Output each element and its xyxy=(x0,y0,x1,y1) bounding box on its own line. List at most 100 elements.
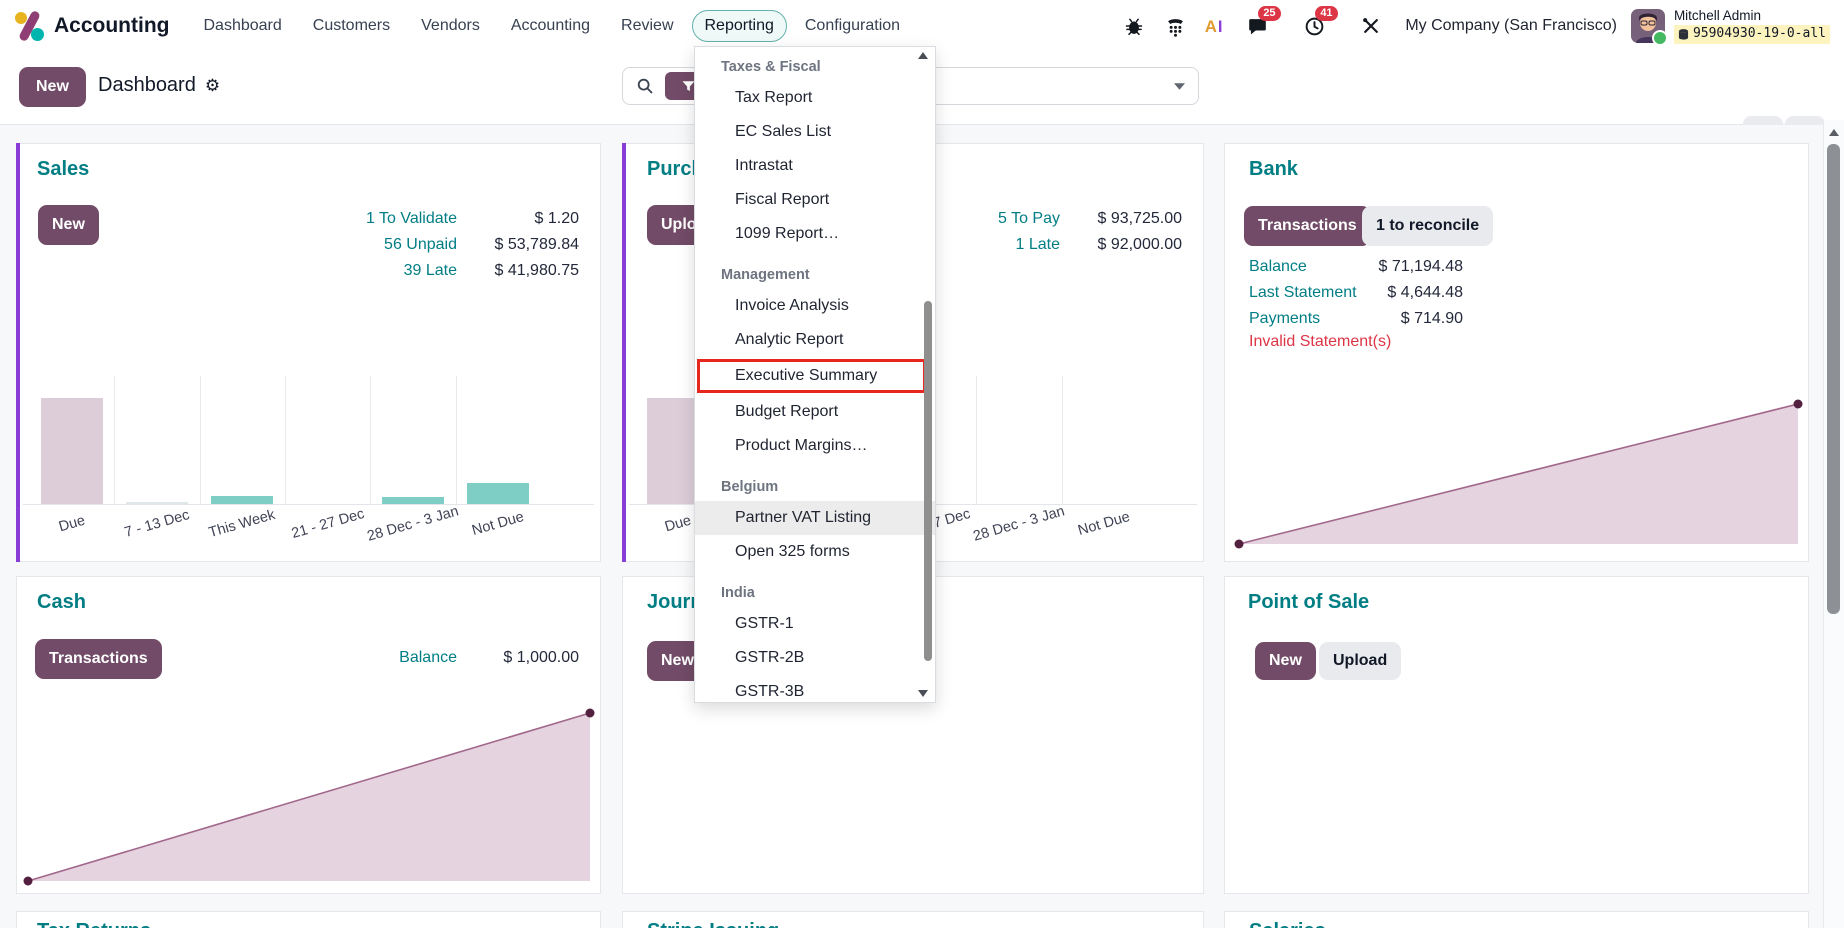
purchase-stats: 5 To Pay $ 93,725.00 1 Late $ 92,000.00 xyxy=(998,208,1182,256)
search-icon xyxy=(636,77,654,95)
activities-badge: 41 xyxy=(1315,6,1338,21)
menu-item-open-325-forms[interactable]: Open 325 forms xyxy=(735,543,850,560)
point-of-sale-card[interactable]: Point of Sale New Upload xyxy=(1224,576,1809,894)
stat-value-balance: $ 1,000.00 xyxy=(503,649,579,666)
sales-card[interactable]: Sales New 1 To Validate $ 1.20 56 Unpaid $ … xyxy=(16,143,601,562)
salaries-card[interactable]: Salaries xyxy=(1224,911,1809,928)
bank-card-title[interactable]: Bank xyxy=(1249,158,1298,180)
view-title: Dashboard xyxy=(98,74,196,96)
stat-value-5-to-pay: $ 93,725.00 xyxy=(1097,210,1182,227)
bank-reconcile-button[interactable]: 1 to reconcile xyxy=(1362,206,1494,246)
scrollbar-up-arrow-icon[interactable] xyxy=(1829,129,1839,136)
menu-item-tax-report[interactable]: Tax Report xyxy=(735,89,813,106)
pos-card-title[interactable]: Point of Sale xyxy=(1248,591,1370,613)
stat-value-last-statement: $ 4,644.48 xyxy=(1387,284,1463,301)
menu-item-intrastat[interactable]: Intrastat xyxy=(735,157,793,174)
menu-item-gstr-1[interactable]: GSTR-1 xyxy=(735,615,794,632)
stat-value-1-late: $ 92,000.00 xyxy=(1097,236,1182,253)
cash-card[interactable]: Cash Transactions Balance $ 1,000.00 xyxy=(16,576,601,894)
stat-label-last-statement[interactable]: Last Statement xyxy=(1249,284,1357,301)
pos-upload-button[interactable]: Upload xyxy=(1319,642,1402,680)
menu-item-partner-vat-listing[interactable]: Partner VAT Listing xyxy=(695,501,935,535)
company-switcher[interactable]: My Company (San Francisco) xyxy=(1405,17,1617,34)
stat-label-1-late[interactable]: 1 Late xyxy=(1015,236,1060,253)
menu-item-budget-report[interactable]: Budget Report xyxy=(735,403,839,420)
gear-icon[interactable]: ⚙ xyxy=(204,75,221,95)
xlabel-21-27-dec: 21 - 27 Dec xyxy=(289,505,366,543)
menu-section-header-management: Management xyxy=(721,267,810,283)
bar-28-dec-3-jan xyxy=(382,497,444,504)
stripe-issuing-card-title[interactable]: Stripe Issuing xyxy=(647,920,779,928)
xlabel-28-dec-3-jan: 28 Dec - 3 Jan xyxy=(365,503,461,545)
nav-item-vendors[interactable]: Vendors xyxy=(421,17,480,34)
tax-returns-card[interactable]: Tax Returns xyxy=(16,911,601,928)
menu-scroll-down-icon[interactable] xyxy=(918,690,928,697)
messages-icon[interactable]: 25 xyxy=(1245,6,1281,38)
page-scrollbar-thumb[interactable] xyxy=(1827,144,1840,614)
menu-scrollbar-thumb[interactable] xyxy=(924,301,932,661)
user-meta: Mitchell Admin 95904930-19-0-all xyxy=(1673,8,1830,44)
sales-card-title[interactable]: Sales xyxy=(37,158,90,180)
bar-7-13-dec xyxy=(126,502,188,504)
stat-row-payments: Payments $ 714.90 xyxy=(1249,306,1463,332)
dashboard-content: Sales New 1 To Validate $ 1.20 56 Unpaid $ … xyxy=(0,125,1824,928)
stat-label-5-to-pay[interactable]: 5 To Pay xyxy=(998,210,1060,227)
salaries-card-title[interactable]: Salaries xyxy=(1249,920,1326,928)
menu-item-ec-sales-list[interactable]: EC Sales List xyxy=(735,123,832,140)
bank-invalid-statements-link[interactable]: Invalid Statement(s) xyxy=(1249,333,1392,350)
stat-label-payments[interactable]: Payments xyxy=(1249,310,1321,327)
stat-label-56-unpaid[interactable]: 56 Unpaid xyxy=(384,236,457,253)
stat-label-39-late[interactable]: 39 Late xyxy=(403,262,457,279)
page-scrollbar[interactable] xyxy=(1823,120,1844,928)
xlabel-due: Due xyxy=(56,512,87,536)
menu-item-analytic-report[interactable]: Analytic Report xyxy=(735,331,844,348)
user-menu[interactable]: Mitchell Admin 95904930-19-0-all xyxy=(1630,8,1830,46)
menu-item-product-margins[interactable]: Product Margins… xyxy=(735,437,868,454)
database-name: 95904930-19-0-all xyxy=(1692,26,1826,42)
nav-item-customers[interactable]: Customers xyxy=(312,17,391,34)
tools-icon[interactable] xyxy=(1359,14,1383,38)
logo-dot-yellow xyxy=(15,12,27,24)
avatar xyxy=(1630,9,1668,46)
nav-item-reporting[interactable]: Reporting xyxy=(691,10,787,42)
stat-value-56-unpaid: $ 53,789.84 xyxy=(494,236,579,253)
xlabel-not-due: Not Due xyxy=(1076,508,1133,540)
menu-section-belgium: Belgium Partner VAT Listing Open 325 forms xyxy=(695,463,935,569)
app-name[interactable]: Accounting xyxy=(54,14,170,37)
nav-item-dashboard[interactable]: Dashboard xyxy=(203,17,282,34)
search-expand-caret-icon[interactable] xyxy=(1174,82,1185,90)
menu-item-executive-summary[interactable]: Executive Summary xyxy=(697,359,926,393)
nav-item-configuration[interactable]: Configuration xyxy=(804,17,901,34)
stat-value-balance: $ 71,194.48 xyxy=(1378,258,1463,275)
cash-card-title[interactable]: Cash xyxy=(37,591,86,613)
menu-item-gstr-2b[interactable]: GSTR-2B xyxy=(735,649,805,666)
dialer-icon[interactable] xyxy=(1163,14,1187,38)
stat-label-1-to-validate[interactable]: 1 To Validate xyxy=(365,210,457,227)
activities-clock-icon[interactable]: 41 xyxy=(1302,6,1338,38)
stat-label-balance[interactable]: Balance xyxy=(399,649,457,666)
tax-returns-card-title[interactable]: Tax Returns xyxy=(37,920,151,928)
stat-label-balance[interactable]: Balance xyxy=(1249,258,1307,275)
stripe-issuing-card[interactable]: Stripe Issuing xyxy=(622,911,1204,928)
pos-new-button[interactable]: New xyxy=(1255,642,1316,680)
bank-card[interactable]: Bank Transactions 1 to reconcile Balance… xyxy=(1224,143,1809,562)
nav-item-review[interactable]: Review xyxy=(621,17,674,34)
chart-gridline xyxy=(976,376,978,504)
menu-item-gstr-3b[interactable]: GSTR-3B xyxy=(735,683,805,700)
menu-item-fiscal-report[interactable]: Fiscal Report xyxy=(735,191,830,208)
menu-item-invoice-analysis[interactable]: Invoice Analysis xyxy=(735,297,849,314)
bank-area-chart xyxy=(1231,384,1804,561)
menu-item-1099-report[interactable]: 1099 Report… xyxy=(735,225,840,242)
bug-icon[interactable] xyxy=(1122,14,1146,38)
cash-area-chart xyxy=(19,697,600,900)
bar-due xyxy=(40,398,103,504)
logo-dot-teal xyxy=(31,28,44,41)
accounting-app-icon[interactable] xyxy=(14,9,44,43)
new-button[interactable]: New xyxy=(19,67,86,107)
sales-new-button[interactable]: New xyxy=(38,205,99,245)
bank-transactions-button[interactable]: Transactions xyxy=(1244,206,1371,246)
menu-scroll-up-icon[interactable] xyxy=(918,52,928,59)
cash-transactions-button[interactable]: Transactions xyxy=(35,639,162,679)
nav-item-accounting[interactable]: Accounting xyxy=(510,17,591,34)
